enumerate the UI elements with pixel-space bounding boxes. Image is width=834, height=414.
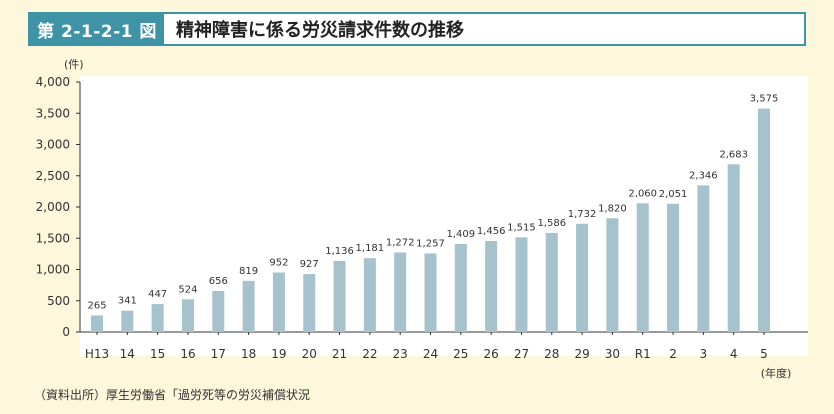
value-label: 447 bbox=[148, 289, 167, 300]
y-tick-label: 0 bbox=[62, 325, 70, 339]
value-label: 2,060 bbox=[628, 188, 657, 199]
value-label: 2,051 bbox=[659, 189, 688, 200]
x-tick-label: 19 bbox=[271, 347, 286, 361]
value-label: 1,409 bbox=[446, 229, 475, 240]
bar bbox=[242, 280, 255, 332]
bar bbox=[576, 223, 589, 332]
x-tick-label: 25 bbox=[453, 347, 468, 361]
x-tick-label: H13 bbox=[85, 347, 109, 361]
x-tick-label: 24 bbox=[423, 347, 438, 361]
value-label: 1,820 bbox=[598, 203, 627, 214]
figure-number: 第 2-1-2-1 図 bbox=[30, 14, 164, 44]
bar bbox=[212, 291, 225, 332]
figure-header: 第 2-1-2-1 図 精神障害に係る労災請求件数の推移 bbox=[28, 12, 806, 46]
value-label: 1,586 bbox=[537, 218, 566, 229]
value-label: 1,136 bbox=[325, 246, 354, 257]
bar bbox=[727, 164, 740, 332]
bar bbox=[333, 261, 346, 332]
bar bbox=[272, 272, 285, 332]
x-tick-label: 27 bbox=[514, 347, 529, 361]
source-note: （資料出所）厚生労働省「過労死等の労災補償状況 bbox=[34, 388, 311, 402]
bar bbox=[515, 237, 528, 332]
value-label: 1,515 bbox=[507, 222, 536, 233]
y-tick-label: 3,000 bbox=[36, 138, 70, 152]
value-label: 341 bbox=[118, 296, 137, 307]
bar bbox=[181, 299, 194, 332]
x-unit-label: (年度) bbox=[761, 366, 792, 380]
x-tick-label: 3 bbox=[700, 347, 708, 361]
y-tick-label: 3,500 bbox=[36, 106, 70, 120]
bar bbox=[758, 108, 770, 332]
value-label: 524 bbox=[178, 284, 197, 295]
bar bbox=[363, 258, 376, 332]
value-label: 1,257 bbox=[416, 238, 445, 249]
bar bbox=[697, 185, 710, 332]
x-tick-label: 16 bbox=[180, 347, 195, 361]
x-tick-label: 14 bbox=[120, 347, 135, 361]
bar bbox=[394, 252, 407, 332]
x-tick-label: 4 bbox=[730, 347, 738, 361]
x-tick-label: 18 bbox=[241, 347, 256, 361]
x-tick-label: 30 bbox=[605, 347, 620, 361]
value-label: 819 bbox=[239, 266, 258, 277]
bar bbox=[667, 203, 680, 332]
y-unit-label: (件) bbox=[64, 58, 84, 71]
bar bbox=[485, 241, 498, 332]
bar bbox=[606, 218, 619, 332]
x-tick-label: 29 bbox=[574, 347, 589, 361]
x-tick-label: 2 bbox=[669, 347, 677, 361]
bar bbox=[91, 315, 103, 332]
y-tick-label: 2,500 bbox=[36, 169, 70, 183]
bar bbox=[424, 253, 437, 332]
x-tick-label: 17 bbox=[211, 347, 226, 361]
x-tick-label: 5 bbox=[760, 347, 768, 361]
plot-area bbox=[80, 76, 808, 356]
bar bbox=[454, 243, 467, 332]
value-label: 2,346 bbox=[689, 170, 718, 181]
value-label: 1,456 bbox=[477, 226, 506, 237]
value-label: 265 bbox=[87, 300, 106, 311]
x-tick-label: 22 bbox=[362, 347, 377, 361]
x-tick-label: 15 bbox=[150, 347, 165, 361]
value-label: 1,272 bbox=[386, 238, 415, 249]
value-label: 1,732 bbox=[568, 209, 597, 220]
y-tick-label: 500 bbox=[47, 294, 70, 308]
bar bbox=[303, 274, 316, 332]
x-tick-label: 23 bbox=[393, 347, 408, 361]
value-label: 656 bbox=[209, 276, 228, 287]
x-tick-label: 28 bbox=[544, 347, 559, 361]
y-tick-label: 4,000 bbox=[36, 75, 70, 89]
y-tick-label: 2,000 bbox=[36, 200, 70, 214]
value-label: 927 bbox=[300, 259, 319, 270]
value-label: 1,181 bbox=[356, 243, 385, 254]
bar bbox=[121, 310, 134, 332]
value-label: 952 bbox=[269, 258, 288, 269]
x-tick-label: 21 bbox=[332, 347, 347, 361]
value-label: 2,683 bbox=[719, 149, 748, 160]
figure-title: 精神障害に係る労災請求件数の推移 bbox=[176, 20, 464, 41]
bar bbox=[545, 232, 558, 332]
bar bbox=[151, 304, 164, 332]
x-tick-label: 26 bbox=[483, 347, 498, 361]
y-tick-label: 1,500 bbox=[36, 231, 70, 245]
y-tick-label: 1,000 bbox=[36, 263, 70, 277]
bar bbox=[636, 203, 649, 332]
value-label: 3,575 bbox=[750, 94, 779, 105]
x-tick-label: R1 bbox=[635, 347, 651, 361]
x-tick-label: 20 bbox=[302, 347, 317, 361]
